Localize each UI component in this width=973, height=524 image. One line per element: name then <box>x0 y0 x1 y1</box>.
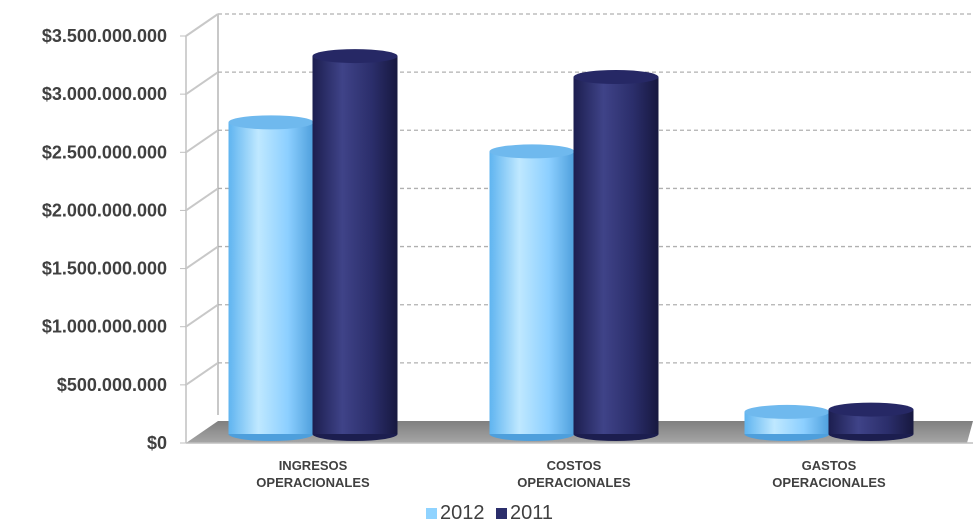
category-labels: INGRESOS OPERACIONALES COSTOS OPERACIONALES… <box>256 458 886 490</box>
bar-body <box>228 122 314 435</box>
legend-swatch <box>426 508 437 519</box>
grid <box>180 13 973 444</box>
bar-top <box>489 144 575 159</box>
legend: 2012 2011 <box>426 502 553 524</box>
y-tick-label: $500.000.000 <box>57 375 167 395</box>
bar-top <box>744 404 830 419</box>
bar-body <box>489 151 575 434</box>
y-tick-label: $2.500.000.000 <box>42 142 167 162</box>
grid-connector <box>185 129 219 154</box>
y-tick-label: $1.000.000.000 <box>42 317 167 337</box>
grid-connector <box>185 187 219 212</box>
bar-top <box>312 49 398 64</box>
y-axis-ticks: $0 $500.000.000 $1.000.000.000 $1.500.000.0… <box>42 26 167 453</box>
y-tick-label: $2.000.000.000 <box>42 200 167 220</box>
category-label: GASTOS <box>802 458 857 473</box>
bars <box>228 49 914 441</box>
bar-body <box>573 77 659 434</box>
y-tick-label: $0 <box>147 433 167 453</box>
y-tick-label: $3.500.000.000 <box>42 26 167 46</box>
legend-label: 2011 <box>510 502 553 524</box>
legend-label: 2012 <box>440 502 485 524</box>
category-label: OPERACIONALES <box>772 475 886 490</box>
y-tick-label: $3.000.000.000 <box>42 84 167 104</box>
bar-top <box>828 402 914 417</box>
category-label: OPERACIONALES <box>517 475 631 490</box>
grid-connector <box>185 71 219 95</box>
category-label: OPERACIONALES <box>256 475 370 490</box>
grid-connector <box>185 245 219 270</box>
category-label: COSTOS <box>547 458 602 473</box>
bar-top <box>573 70 659 85</box>
grid-connector <box>185 362 219 386</box>
grid-connector <box>185 303 219 328</box>
grid-connector <box>185 13 219 37</box>
category-label: INGRESOS <box>279 458 348 473</box>
y-tick-label: $1.500.000.000 <box>42 259 167 279</box>
bar-body <box>312 56 398 434</box>
legend-swatch <box>496 508 507 519</box>
bar-top <box>228 115 314 130</box>
